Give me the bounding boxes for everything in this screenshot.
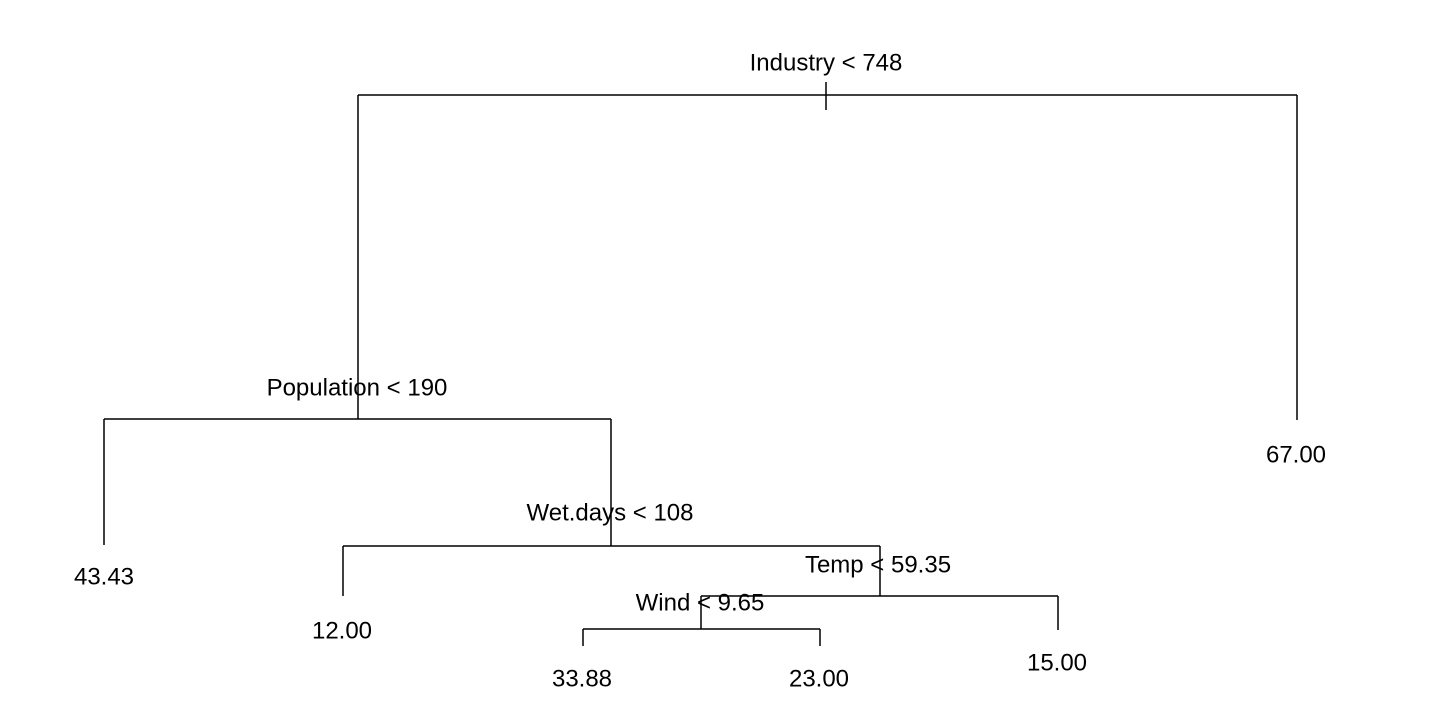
leaf-label: 15.00 <box>1027 649 1087 676</box>
split-label: Wet.days < 108 <box>527 499 694 526</box>
leaf-label: 23.00 <box>789 665 849 692</box>
split-label: Wind < 9.65 <box>636 589 765 616</box>
leaf-label: 67.00 <box>1266 441 1326 468</box>
split-label: Temp < 59.35 <box>805 551 951 578</box>
labels: Industry < 748 Population < 190 67.00 43… <box>74 49 1326 692</box>
leaf-label: 43.43 <box>74 563 134 590</box>
branches <box>103 82 1298 646</box>
split-label: Industry < 748 <box>750 49 903 76</box>
split-label: Population < 190 <box>267 374 448 401</box>
leaf-label: 33.88 <box>552 665 612 692</box>
leaf-label: 12.00 <box>312 617 372 644</box>
